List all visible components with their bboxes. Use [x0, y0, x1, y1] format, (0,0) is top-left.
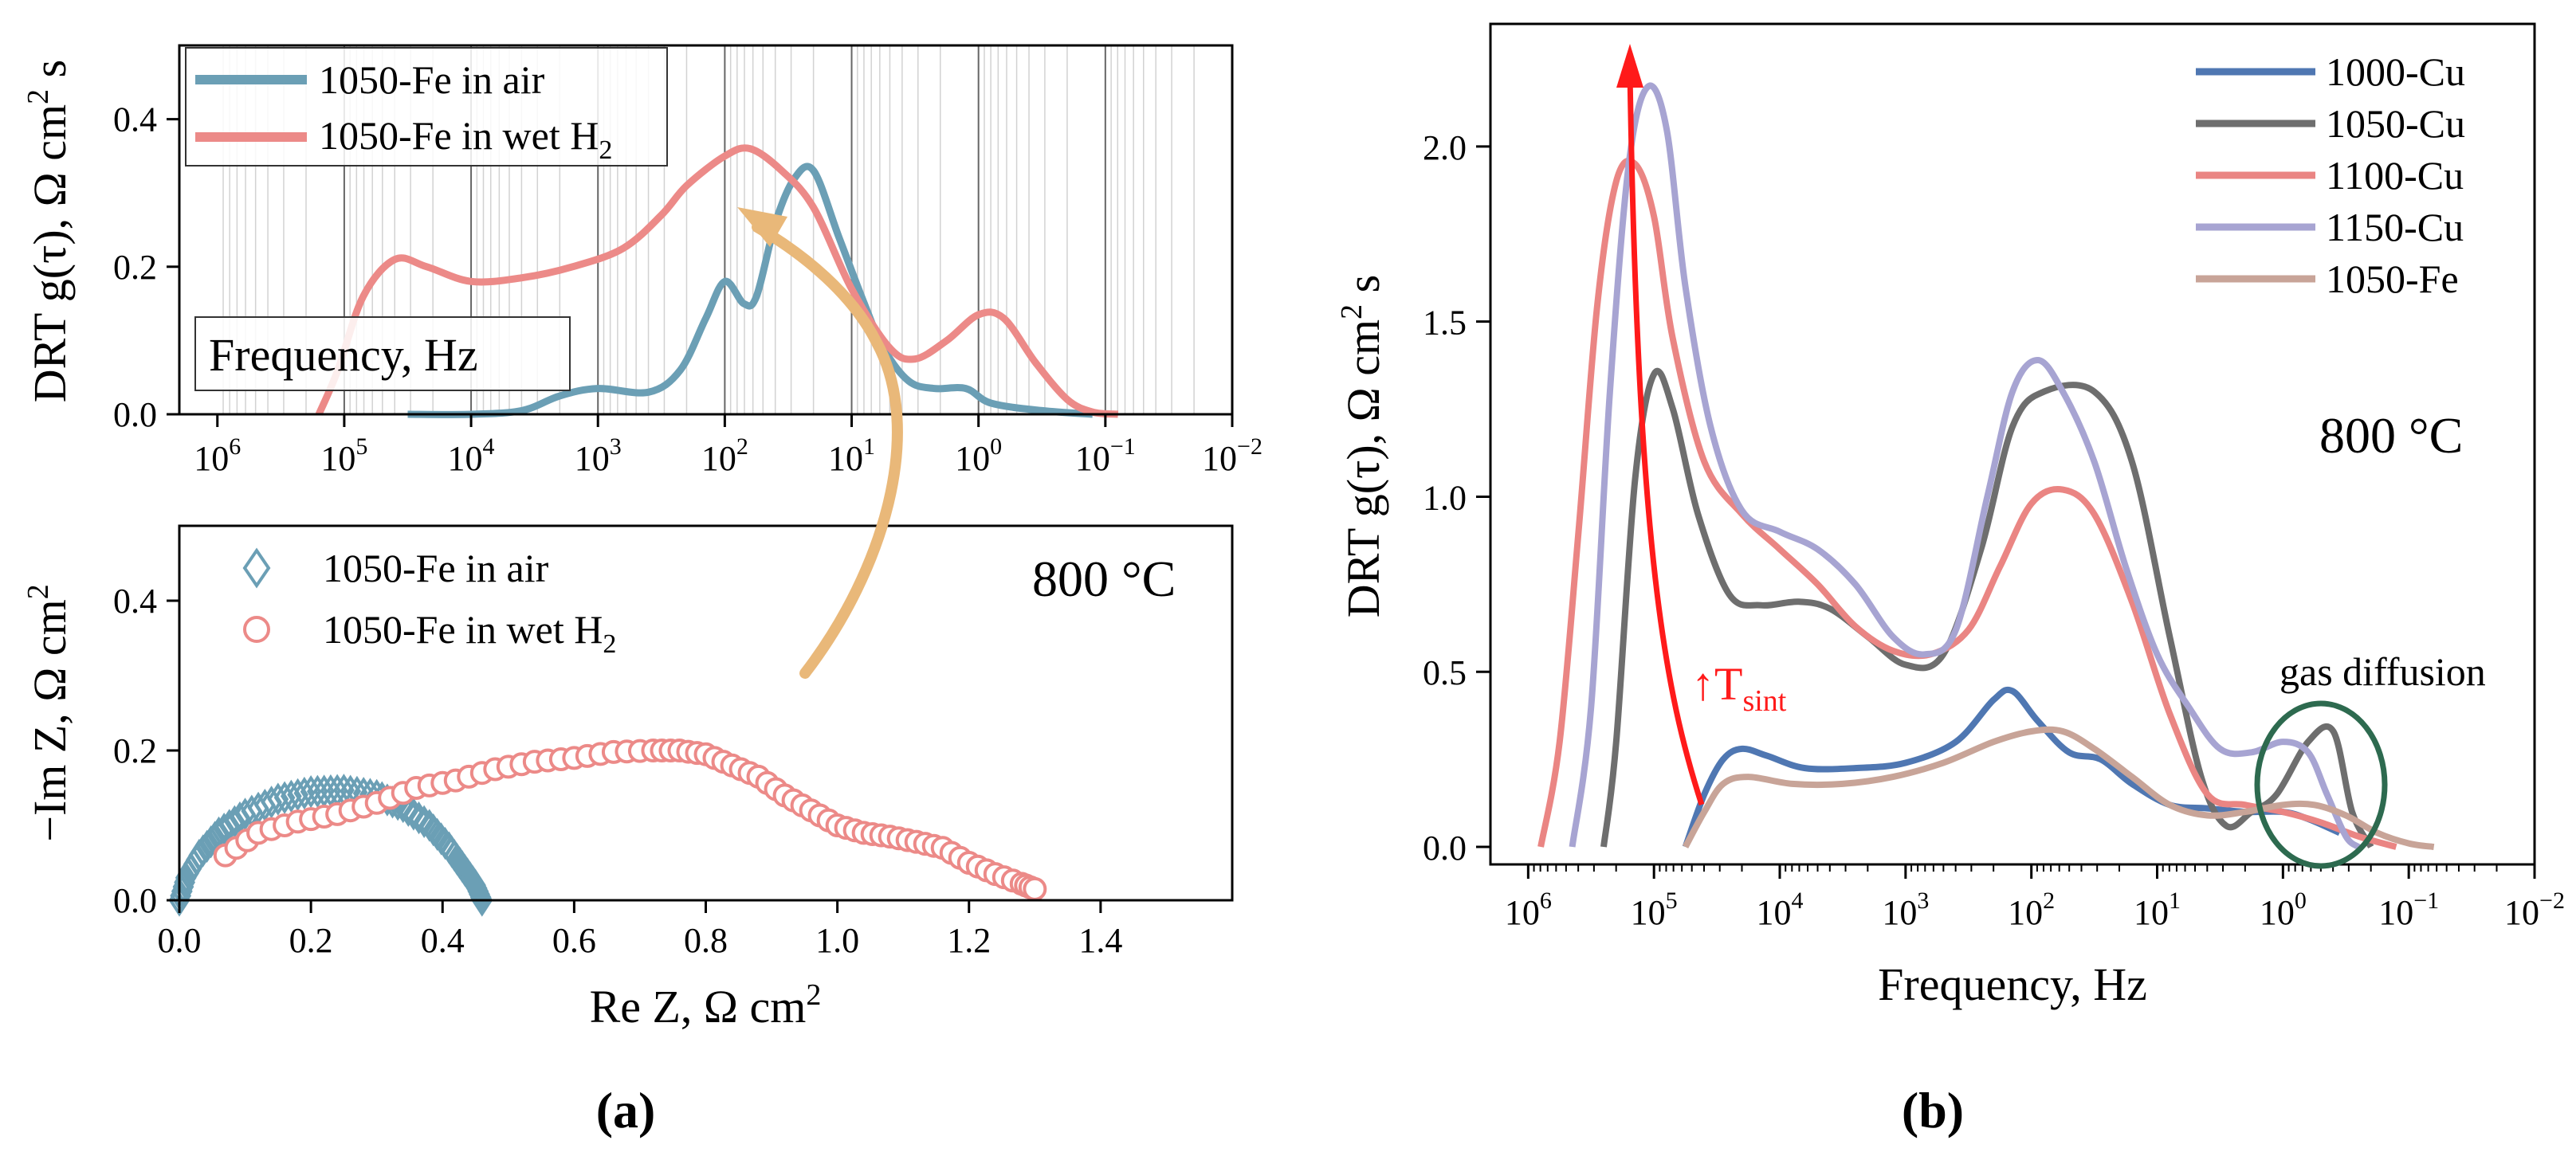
y-tick-label: 0.4 — [113, 100, 157, 139]
legend-label-air: 1050-Fe in air — [319, 57, 545, 102]
x-tick-label: 0.0 — [158, 921, 202, 960]
x-tick-label: 102 — [2008, 888, 2055, 932]
red-sintering-arrow — [1627, 71, 1705, 806]
legend: 1000-Cu 1050-Cu 1100-Cu 1150-Cu 1050-Fe — [2196, 49, 2465, 301]
temperature-label: 800 °C — [1032, 551, 1176, 607]
x-tick-label: 106 — [194, 433, 241, 478]
x-tick-label: 10−1 — [2378, 888, 2439, 932]
tick-layer: 0.0 0.2 0.4 0.6 0.8 1.0 1.2 1.4 0.0 0.2 0.4 — [113, 582, 1122, 960]
y-axis-label: DRT g(τ), Ω cm2 s — [1335, 275, 1389, 617]
panel-label-b: (b) — [1902, 1082, 1964, 1138]
panel-label-a: (a) — [596, 1082, 656, 1138]
x-tick-label: 103 — [575, 433, 622, 478]
data-point-air — [213, 813, 235, 846]
legend-label-1100-cu: 1100-Cu — [2326, 153, 2464, 198]
data-point-air — [471, 884, 493, 917]
legend-marker-air — [242, 547, 271, 589]
y-tick-label: 0.5 — [1423, 653, 1467, 692]
y-tick-label: 0.4 — [113, 582, 157, 621]
data-point-air — [408, 801, 430, 835]
data-point-wet-h2 — [1023, 876, 1047, 901]
x-tick-label: 0.2 — [289, 921, 333, 960]
gas-diffusion-label: gas diffusion — [2280, 649, 2486, 694]
x-tick-label: 104 — [1757, 888, 1804, 932]
x-tick-label: 103 — [1882, 888, 1929, 932]
x-tick-label: 10−2 — [1202, 433, 1262, 478]
y-axis-label: DRT g(τ), Ω cm2 s — [22, 60, 76, 402]
y-axis-label: −Im Z, Ω cm2 — [22, 584, 76, 842]
plot-frame — [1489, 22, 2536, 866]
panel-b-chart: 106 105 104 103 102 101 100 10−1 10−2 0.0 0.5 1.0 1.… — [1335, 22, 2565, 1010]
tick-layer: 106 105 104 103 102 101 100 10−1 10−2 0.0 0.2 0.4 — [113, 100, 1262, 478]
x-tick-label: 100 — [955, 433, 1002, 478]
x-tick-label: 101 — [2134, 888, 2181, 932]
x-tick-label: 1.2 — [947, 921, 991, 960]
x-tick-label: 0.4 — [421, 921, 465, 960]
red-arrowhead — [1616, 44, 1643, 88]
legend-label-1150-cu: 1150-Cu — [2326, 205, 2464, 249]
legend-label-1050-cu: 1050-Cu — [2326, 101, 2465, 146]
legend-marker-wet — [243, 616, 270, 643]
series-line-wet-h2 — [315, 144, 1119, 418]
panel-a-bottom-chart: 0.0 0.2 0.4 0.6 0.8 1.0 1.2 1.4 0.0 0.2 0.4 1050-F… — [22, 524, 1234, 1033]
x-tick-label: 105 — [320, 433, 367, 478]
data-point-air — [223, 805, 245, 838]
panel-a-top-chart: 106 105 104 103 102 101 100 10−1 10−2 0.0 0.2 0.4 1… — [22, 44, 1262, 478]
gas-diffusion-ellipse — [2254, 700, 2388, 869]
x-tick-label: 10−1 — [1075, 433, 1136, 478]
x-tick-label: 100 — [2260, 888, 2307, 932]
frequency-annotation: Frequency, Hz — [209, 329, 478, 381]
x-tick-label: 0.6 — [552, 921, 596, 960]
series-line-1100-cu — [1537, 157, 2397, 850]
orange-arrowhead — [737, 207, 787, 247]
x-tick-label: 106 — [1505, 888, 1552, 932]
tick-layer: 106 105 104 103 102 101 100 10−1 10−2 0.0 0.5 1.0 1.… — [1423, 128, 2565, 932]
legend-label-1050-fe: 1050-Fe — [2326, 257, 2459, 301]
orange-curved-arrow — [752, 221, 903, 679]
x-tick-label: 104 — [448, 433, 495, 478]
legend-label-air: 1050-Fe in air — [323, 546, 549, 590]
series-layer — [168, 739, 1047, 917]
x-tick-label: 105 — [1631, 888, 1678, 932]
series-line-1050-fe — [1683, 726, 2435, 850]
y-tick-label: 1.5 — [1423, 304, 1467, 343]
legend-label-wet: 1050-Fe in wet H2 — [323, 607, 616, 659]
plot-frame — [178, 44, 1234, 416]
temperature-label: 800 °C — [2319, 407, 2463, 464]
y-tick-label: 0.0 — [113, 395, 157, 434]
legend-box — [185, 47, 668, 167]
legend-label-wet: 1050-Fe in wet H2 — [319, 113, 612, 165]
series-layer — [1537, 82, 2435, 850]
x-tick-label: 1.4 — [1078, 921, 1122, 960]
data-point-air — [397, 794, 419, 827]
y-tick-label: 0.2 — [113, 731, 157, 770]
y-tick-label: 0.2 — [113, 248, 157, 287]
x-tick-label: 10−2 — [2504, 888, 2565, 932]
frequency-annotation-box — [194, 316, 571, 391]
x-tick-label: 102 — [701, 433, 748, 478]
y-tick-label: 1.0 — [1423, 478, 1467, 517]
x-tick-label: 0.8 — [684, 921, 728, 960]
sintering-label: ↑Tsint — [1691, 658, 1787, 718]
y-tick-label: 0.0 — [1423, 829, 1467, 868]
y-tick-label: 0.0 — [113, 881, 157, 920]
legend-label-1000-cu: 1000-Cu — [2326, 49, 2465, 94]
data-point-air — [413, 805, 435, 838]
x-axis-label: Frequency, Hz — [1878, 958, 2147, 1010]
x-axis-label: Re Z, Ω cm2 — [590, 978, 822, 1033]
data-point-air — [402, 797, 425, 831]
x-tick-label: 1.0 — [815, 921, 859, 960]
x-tick-label: 101 — [828, 433, 875, 478]
y-tick-label: 2.0 — [1423, 128, 1467, 167]
